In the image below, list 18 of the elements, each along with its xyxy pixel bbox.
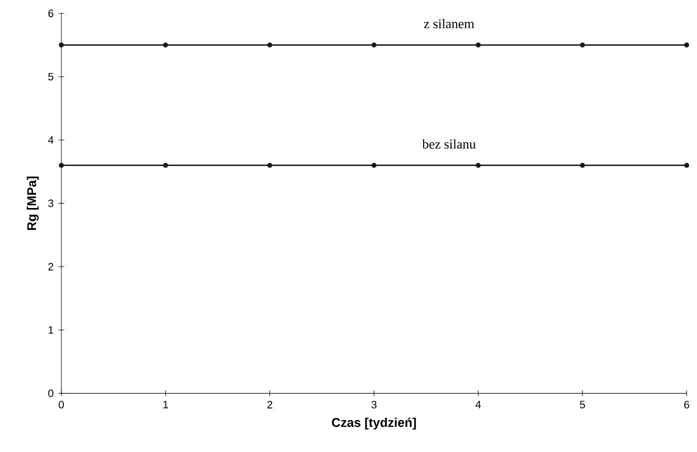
y-axis-title: Rg [MPa] xyxy=(26,176,39,230)
series-label: z silanem xyxy=(424,18,474,28)
y-tick-label: 2 xyxy=(48,262,54,270)
y-tick-label: 1 xyxy=(48,326,54,334)
x-tick-label: 3 xyxy=(371,400,376,408)
x-axis-title: Czas [tydzień] xyxy=(332,418,416,430)
series-label: bez silanu xyxy=(422,139,476,149)
x-tick-label: 6 xyxy=(684,400,690,408)
y-tick-label: 6 xyxy=(48,10,54,18)
x-tick-label: 5 xyxy=(580,400,585,408)
y-tick-label: 3 xyxy=(48,200,54,208)
x-tick-label: 2 xyxy=(267,400,272,408)
y-tick-label: 0 xyxy=(48,390,54,398)
x-tick-label: 1 xyxy=(163,400,168,408)
x-tick-label: 0 xyxy=(58,400,64,408)
x-tick-label: 4 xyxy=(476,400,481,408)
y-tick-label: 4 xyxy=(48,136,54,144)
y-tick-label: 5 xyxy=(48,72,54,80)
